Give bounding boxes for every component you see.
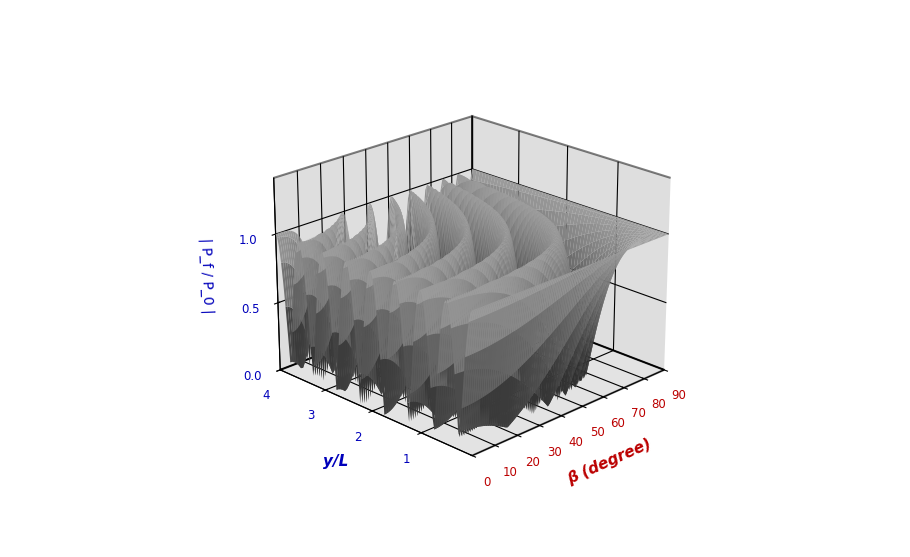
X-axis label: β (degree): β (degree) [565,436,653,487]
Y-axis label: y/L: y/L [322,454,348,469]
